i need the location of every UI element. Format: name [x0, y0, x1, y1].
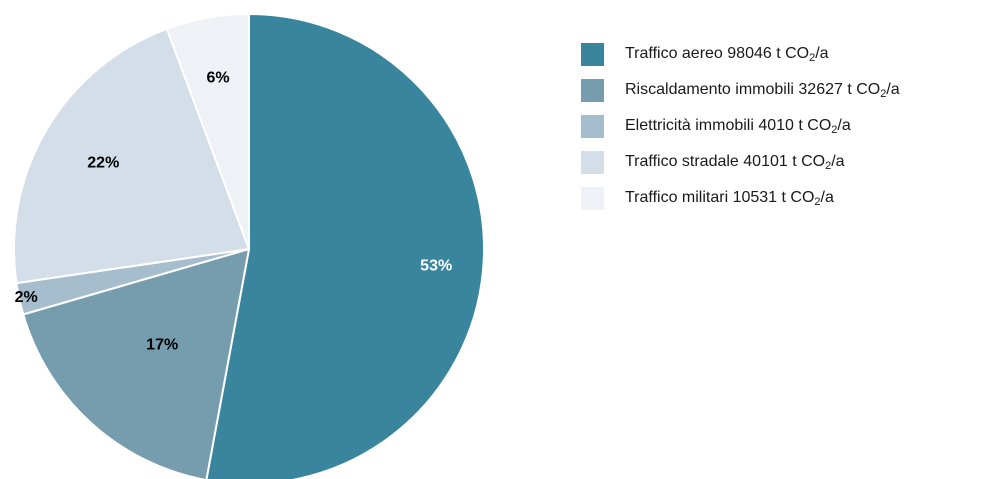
pie-chart: 53% 17% 2% 22% 6% — [13, 13, 485, 479]
legend-item-2: Riscaldamento immobili 32627 t CO2/a — [581, 72, 986, 108]
legend-item-3: Elettricità immobili 4010 t CO2/a — [581, 108, 986, 144]
slice-percent-label-4: 22% — [87, 154, 119, 171]
pie-slice-1 — [205, 13, 485, 479]
legend-item-1: Traffico aereo 98046 t CO2/a — [581, 36, 986, 72]
pie-slice-2 — [22, 248, 250, 479]
legend-swatch-4 — [581, 150, 604, 174]
legend-item-5: Traffico militari 10531 t CO2/a — [581, 180, 986, 216]
legend: Traffico aereo 98046 t CO2/a Riscaldament… — [581, 36, 986, 216]
legend-label-3: Elettricità immobili 4010 t CO2/a — [625, 116, 851, 136]
legend-label-1: Traffico aereo 98046 t CO2/a — [625, 44, 829, 64]
legend-swatch-2 — [581, 78, 604, 102]
legend-swatch-5 — [581, 186, 604, 210]
legend-swatch-1 — [581, 42, 604, 66]
legend-label-4: Traffico stradale 40101 t CO2/a — [625, 152, 845, 172]
legend-label-5: Traffico militari 10531 t CO2/a — [625, 188, 834, 208]
legend-label-2: Riscaldamento immobili 32627 t CO2/a — [625, 80, 900, 100]
slice-percent-label-2: 17% — [146, 336, 178, 353]
slice-percent-label-5: 6% — [207, 69, 230, 86]
slice-percent-label-1: 53% — [420, 258, 452, 275]
slice-percent-label-3: 2% — [15, 289, 38, 306]
legend-swatch-3 — [581, 114, 604, 138]
legend-item-4: Traffico stradale 40101 t CO2/a — [581, 144, 986, 180]
pie-slice-5 — [165, 13, 250, 250]
